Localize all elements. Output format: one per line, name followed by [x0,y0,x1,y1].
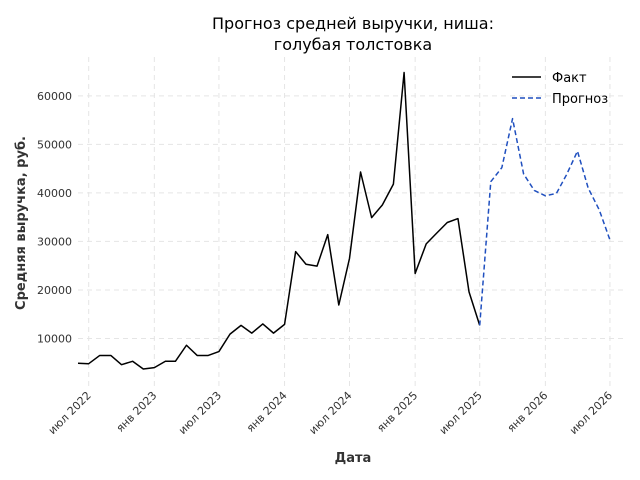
y-tick-label: 30000 [37,235,72,248]
x-axis-label: Дата [335,451,372,466]
series-line-fact [77,71,481,370]
x-tick-label: янв 2025 [374,389,420,435]
legend-label-fact: Факт [552,71,587,86]
chart-title-line-1: Прогноз средней выручки, ниша: [212,14,494,33]
x-tick-label: июл 2022 [46,389,94,437]
chart-title-line-2: голубая толстовка [274,35,432,54]
y-tick-label: 40000 [37,187,72,200]
series-layer [77,71,611,370]
x-tick-label: июл 2026 [567,389,615,437]
series-line-forecast [478,117,611,326]
y-tick-label: 10000 [37,332,72,345]
x-tick-label: июл 2025 [437,389,485,437]
y-axis-ticks: 10000 20000 30000 40000 50000 60000 [37,90,72,346]
x-tick-label: янв 2026 [505,389,551,435]
y-tick-label: 60000 [37,90,72,103]
x-axis-ticks: июл 2022 янв 2023 июл 2023 янв 2024 июл 2024… [46,389,615,437]
y-tick-label: 50000 [37,138,72,151]
y-tick-label: 20000 [37,284,72,297]
x-tick-label: янв 2023 [114,389,160,435]
x-tick-label: июл 2023 [176,389,224,437]
legend: Факт Прогноз [512,71,608,107]
legend-label-forecast: Прогноз [552,92,608,107]
x-tick-label: янв 2024 [244,389,290,435]
grid-layer [78,57,626,387]
x-tick-label: июл 2024 [307,389,355,437]
y-axis-label: Средняя выручка, руб. [14,136,29,310]
